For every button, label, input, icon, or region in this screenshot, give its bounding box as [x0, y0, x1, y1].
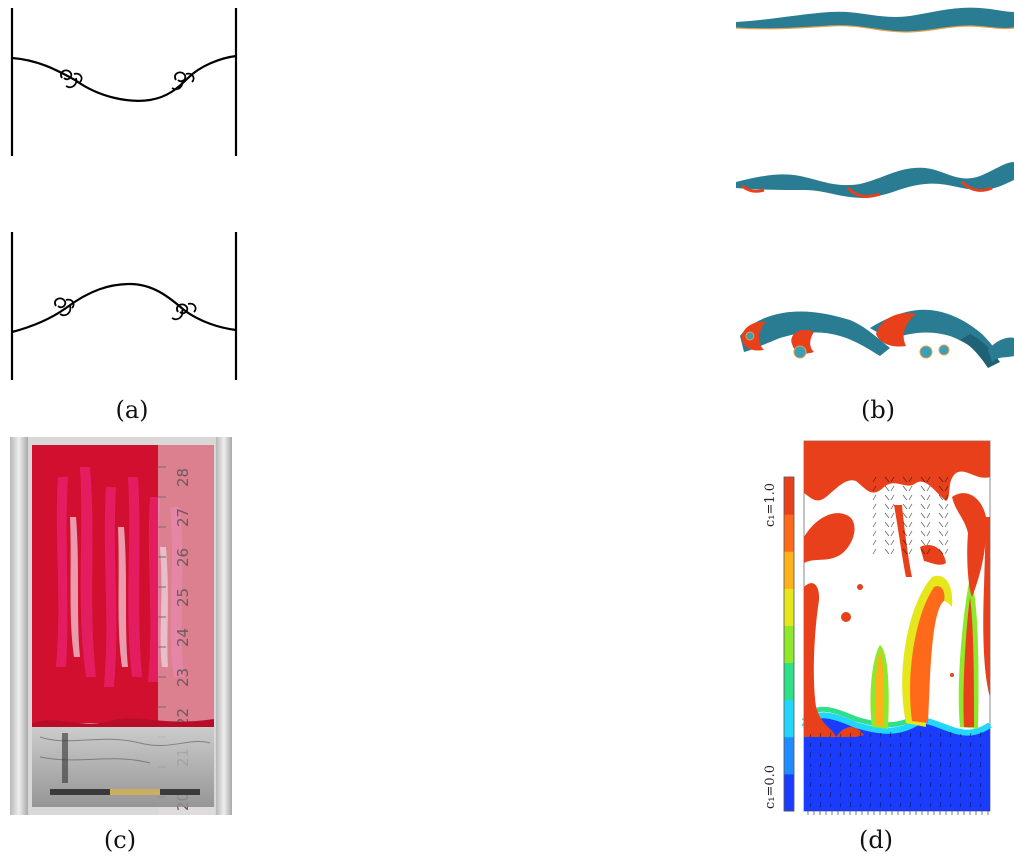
vortex-left-bottom [54, 297, 75, 317]
sheet-stage-2 [736, 162, 1014, 198]
ruler-label: 28 [174, 468, 192, 487]
colorbar-segment [784, 625, 794, 664]
caption-c: (c) [103, 826, 137, 854]
colorbar-segment [784, 773, 794, 812]
colorbar-segment [784, 736, 794, 775]
panel-c: 20 21 22 23 24 25 26 27 28 [10, 437, 232, 815]
caption-d: (d) [858, 826, 894, 854]
colorbar-segment [784, 551, 794, 589]
ruler-label: 25 [174, 588, 192, 607]
vortex-right-bottom [171, 302, 197, 321]
frame-left [10, 437, 28, 815]
panel-b-render [735, 7, 1014, 368]
panel-c-photo: 20 21 22 23 24 25 26 27 28 [10, 437, 232, 815]
ruler-label: 23 [174, 668, 192, 687]
colorbar-segment [784, 588, 794, 626]
colorbar-bottom-label: c₁=0.0 [763, 765, 778, 809]
ruler-label: 27 [174, 508, 192, 527]
panel-b [730, 0, 1014, 390]
caption-b: (b) [860, 396, 896, 424]
sheet-stage-3 [740, 309, 1014, 368]
colorbar-top-label: c₁=1.0 [763, 483, 778, 527]
interface-curve-bottom [11, 282, 237, 334]
panel-a [0, 0, 250, 390]
colorbar-segment [784, 514, 794, 552]
velocity-arrows [809, 476, 982, 808]
colorbar [783, 476, 795, 812]
frame-right [216, 437, 232, 815]
colorbar-segment [784, 477, 794, 515]
colorbar-segment [784, 662, 794, 701]
colorbar-segment [784, 699, 794, 738]
panel-d-simulation: c₁=1.0 c₁=0.0 [763, 440, 992, 815]
vortex-right-top [171, 71, 195, 91]
sheet-stage-1 [736, 7, 1014, 32]
blue-fluid [804, 717, 990, 811]
interface-curve-top [11, 54, 237, 102]
panel-a-sketch [10, 8, 238, 380]
vortex-left-top [60, 69, 83, 89]
ruler-label: 26 [174, 548, 192, 567]
red-fluid-structures [804, 441, 990, 737]
caption-a: (a) [115, 396, 149, 424]
panel-d: c₁=1.0 c₁=0.0 [756, 437, 996, 815]
ruler-label: 24 [174, 628, 192, 647]
